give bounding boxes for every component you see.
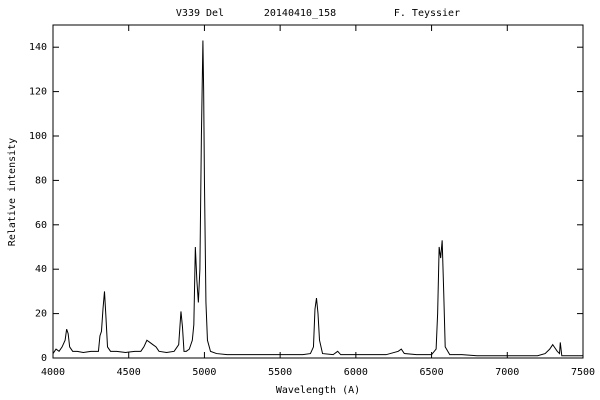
- observation: 20140410_158: [264, 8, 336, 19]
- x-tick-label: 6000: [344, 367, 368, 378]
- x-tick-label: 5000: [192, 367, 216, 378]
- observer: F. Teyssier: [394, 8, 460, 19]
- x-tick-label: 4500: [117, 367, 141, 378]
- y-axis-label: Relative intensity: [7, 138, 18, 246]
- y-tick-label: 60: [35, 220, 47, 231]
- y-tick-label: 80: [35, 175, 47, 186]
- y-tick-label: 0: [41, 353, 47, 364]
- y-tick-label: 140: [29, 42, 47, 53]
- plot-frame: [52, 24, 584, 359]
- x-tick-label: 4000: [41, 367, 65, 378]
- x-axis-label: Wavelength (A): [276, 385, 360, 396]
- y-tick-label: 20: [35, 309, 47, 320]
- chart-title: V339 Del: [176, 8, 224, 19]
- y-tick-label: 100: [29, 131, 47, 142]
- x-tick-label: 5500: [268, 367, 292, 378]
- x-tick-label: 7500: [571, 367, 595, 378]
- spectrum-line: [52, 40, 583, 357]
- x-tick-label: 7000: [495, 367, 519, 378]
- y-tick-label: 120: [29, 87, 47, 98]
- x-tick-label: 6500: [420, 367, 444, 378]
- y-tick-label: 40: [35, 264, 47, 275]
